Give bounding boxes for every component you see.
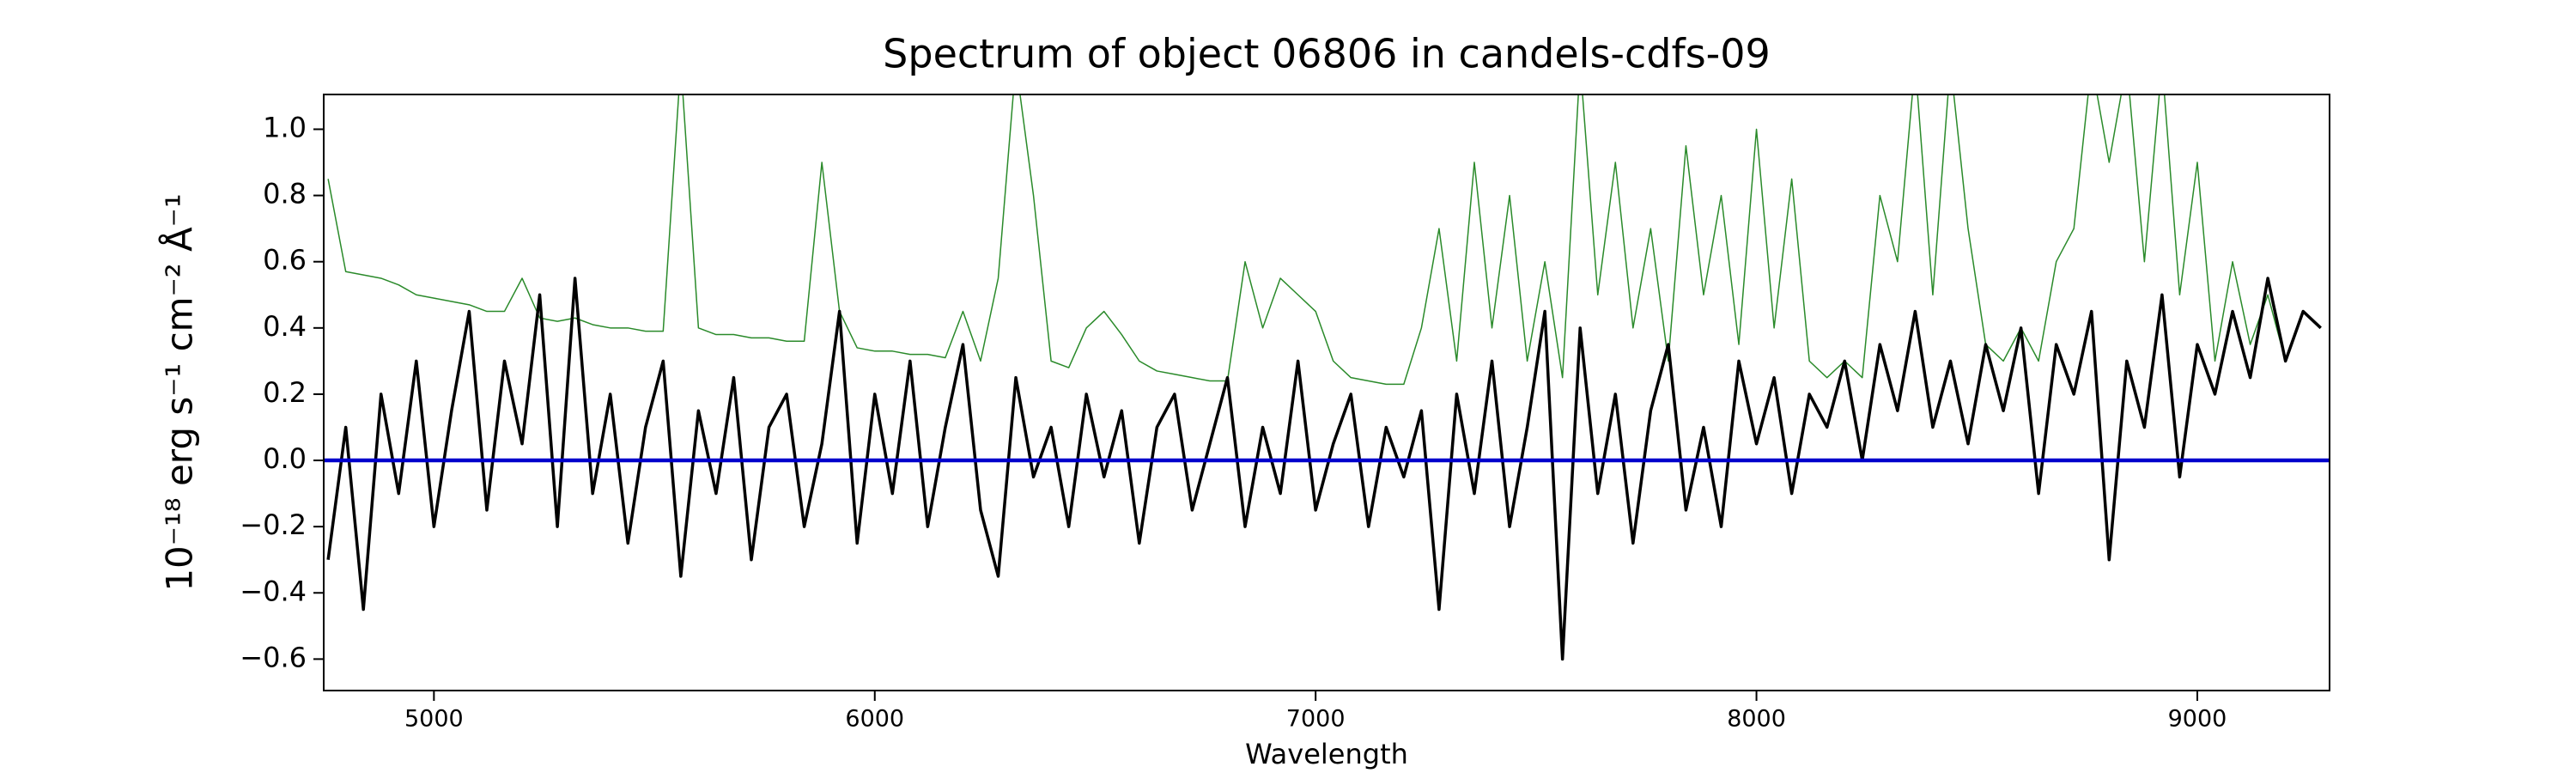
- y-tick-label: −0.6: [240, 641, 307, 673]
- y-axis-label: 10⁻¹⁸ erg s⁻¹ cm⁻² Å⁻¹: [158, 193, 201, 591]
- x-tick-label: 9000: [2168, 706, 2227, 733]
- x-tick-label: 7000: [1286, 706, 1346, 733]
- y-tick-label: −0.2: [240, 508, 307, 541]
- y-tick-label: 0.6: [263, 244, 307, 277]
- y-tick-label: 0.2: [263, 376, 307, 409]
- y-tick-label: 0.8: [263, 178, 307, 210]
- y-tick-label: 0.4: [263, 310, 307, 343]
- chart-title: Spectrum of object 06806 in candels-cdfs…: [883, 31, 1771, 77]
- spectrum-line: [326, 277, 2322, 661]
- x-tick-label: 8000: [1727, 706, 1786, 733]
- y-tick-label: 0.0: [263, 442, 307, 475]
- plot-frame: [323, 94, 2330, 691]
- spectrum-line: [327, 94, 2322, 386]
- y-tick-label: 1.0: [263, 111, 307, 143]
- x-axis-label: Wavelength: [1245, 738, 1408, 770]
- x-tick-label: 6000: [845, 706, 904, 733]
- y-tick-label: −0.4: [240, 575, 307, 607]
- plot-area: [324, 94, 2330, 661]
- x-tick-label: 5000: [404, 706, 464, 733]
